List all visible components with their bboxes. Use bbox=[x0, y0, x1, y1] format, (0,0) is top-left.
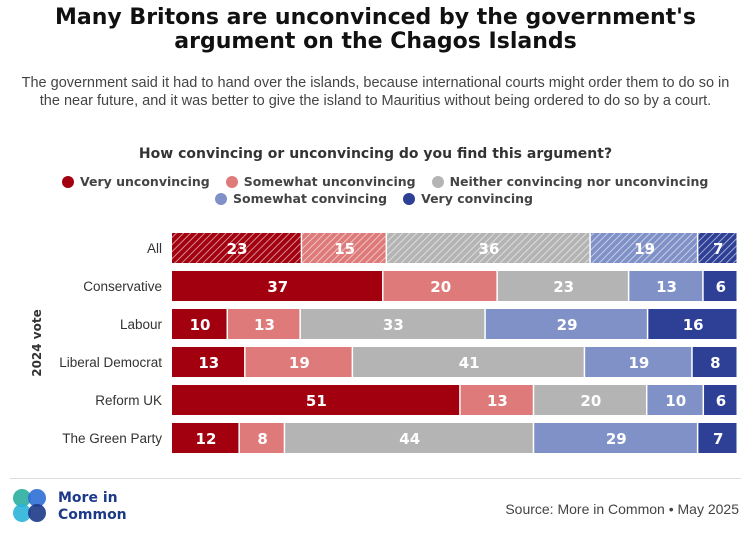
bar-hatch bbox=[302, 233, 386, 263]
legend-item: Very convincing bbox=[403, 191, 533, 206]
y-axis-title: 2024 vote bbox=[30, 309, 44, 377]
bar-segment bbox=[647, 385, 703, 415]
bar-segment bbox=[383, 271, 497, 301]
bar-segment bbox=[228, 309, 300, 339]
bar-value-label: 13 bbox=[656, 278, 677, 296]
bar-segment bbox=[698, 423, 737, 453]
legend-swatch bbox=[62, 175, 74, 188]
bar-value-label: 19 bbox=[634, 240, 655, 258]
bar-value-label: 10 bbox=[190, 316, 211, 334]
more-in-common-logo-icon bbox=[13, 489, 46, 522]
bar-segment bbox=[629, 271, 703, 301]
bar-value-label: 13 bbox=[198, 354, 219, 372]
bar-value-label: 19 bbox=[289, 354, 310, 372]
bar-segment bbox=[172, 271, 383, 301]
bar-value-label: 36 bbox=[479, 240, 500, 258]
bar-value-label: 29 bbox=[557, 316, 578, 334]
bar-segment bbox=[172, 423, 239, 453]
bar-segment bbox=[497, 271, 628, 301]
bar-value-label: 12 bbox=[196, 430, 217, 448]
bar-segment bbox=[239, 423, 284, 453]
category-label: Conservative bbox=[83, 279, 162, 294]
bar-hatch bbox=[590, 233, 697, 263]
bar-value-label: 16 bbox=[683, 316, 704, 334]
chart-subtitle: The government said it had to hand over … bbox=[21, 75, 730, 109]
category-label: All bbox=[147, 241, 162, 256]
bar-value-label: 15 bbox=[334, 240, 355, 258]
legend-label: Very convincing bbox=[421, 191, 533, 206]
bar-segment bbox=[534, 423, 697, 453]
bar-value-label: 23 bbox=[553, 278, 574, 296]
category-label: Liberal Democrat bbox=[59, 355, 162, 370]
legend-row-2: Somewhat convincing Very convincing bbox=[215, 191, 549, 208]
legend-swatch bbox=[431, 175, 444, 188]
bar-value-label: 51 bbox=[306, 392, 327, 410]
legend-label: Very unconvincing bbox=[80, 174, 210, 189]
bar-value-label: 29 bbox=[606, 430, 627, 448]
bar-value-label: 7 bbox=[713, 430, 723, 448]
logo-text: More in Common bbox=[58, 490, 127, 524]
chart-question: How convincing or unconvincing do you fi… bbox=[138, 146, 613, 162]
bar-segment bbox=[485, 309, 647, 339]
bar-value-label: 20 bbox=[580, 392, 601, 410]
footer-divider bbox=[10, 478, 741, 479]
bar-value-label: 6 bbox=[716, 278, 726, 296]
source-note: Source: More in Common • May 2025 bbox=[505, 501, 739, 517]
bar-value-label: 33 bbox=[383, 316, 404, 334]
bar-segment bbox=[460, 385, 533, 415]
bar-segment bbox=[172, 347, 245, 377]
legend-swatch bbox=[225, 175, 238, 188]
bar-segment bbox=[648, 309, 737, 339]
legend-item: Neither convincing nor unconvincing bbox=[431, 174, 709, 189]
bar-segment bbox=[245, 347, 352, 377]
bar-value-label: 10 bbox=[665, 392, 686, 410]
bar-hatch bbox=[698, 233, 737, 263]
bar-segment bbox=[585, 347, 692, 377]
legend-item: Somewhat convincing bbox=[215, 191, 387, 206]
bar-segment bbox=[703, 271, 737, 301]
bar-segment bbox=[353, 347, 584, 377]
bar-hatch bbox=[387, 233, 590, 263]
bar-value-label: 37 bbox=[267, 278, 288, 296]
bar-segment bbox=[172, 385, 460, 415]
bar-segment bbox=[300, 309, 485, 339]
bar-segment bbox=[172, 309, 227, 339]
chart-title-line1: Many Britons are unconvinced by the gove… bbox=[55, 5, 696, 30]
bar-value-label: 44 bbox=[399, 430, 420, 448]
category-label: Reform UK bbox=[95, 393, 162, 408]
bar-hatch bbox=[172, 233, 301, 263]
legend-row-1: Very unconvincing Somewhat unconvincing Ne… bbox=[62, 174, 724, 191]
bar-segment bbox=[285, 423, 533, 453]
legend-swatch bbox=[403, 192, 416, 205]
category-label: The Green Party bbox=[62, 431, 162, 446]
legend-label: Neither convincing nor unconvincing bbox=[449, 174, 709, 189]
legend-item: Somewhat unconvincing bbox=[225, 174, 416, 189]
category-label: Labour bbox=[120, 317, 163, 332]
logo-line2: Common bbox=[58, 507, 127, 523]
chart-title-line2: argument on the Chagos Islands bbox=[174, 29, 577, 54]
bar-value-label: 13 bbox=[254, 316, 275, 334]
bar-value-label: 13 bbox=[487, 392, 508, 410]
bar-segment bbox=[534, 385, 646, 415]
bar-value-label: 8 bbox=[257, 430, 267, 448]
bar-value-label: 23 bbox=[227, 240, 248, 258]
bar-value-label: 8 bbox=[710, 354, 720, 372]
bar-value-label: 41 bbox=[459, 354, 480, 372]
chart-title: Many Britons are unconvinced by the gove… bbox=[0, 6, 751, 54]
bar-value-label: 20 bbox=[430, 278, 451, 296]
logo-line1: More in bbox=[58, 490, 118, 506]
bar-segment bbox=[692, 347, 737, 377]
bar-value-label: 6 bbox=[716, 392, 726, 410]
stacked-bar-chart: All 23 15 36 19 7 Conservative 37 20 23 13 6 Labour 1… bbox=[30, 233, 737, 453]
bar-segment bbox=[704, 385, 737, 415]
legend-label: Somewhat unconvincing bbox=[243, 174, 416, 189]
legend-item: Very unconvincing bbox=[62, 174, 210, 189]
bar-value-label: 7 bbox=[713, 240, 723, 258]
legend-label: Somewhat convincing bbox=[233, 191, 388, 206]
legend-swatch bbox=[215, 192, 227, 205]
bar-value-label: 19 bbox=[629, 354, 650, 372]
